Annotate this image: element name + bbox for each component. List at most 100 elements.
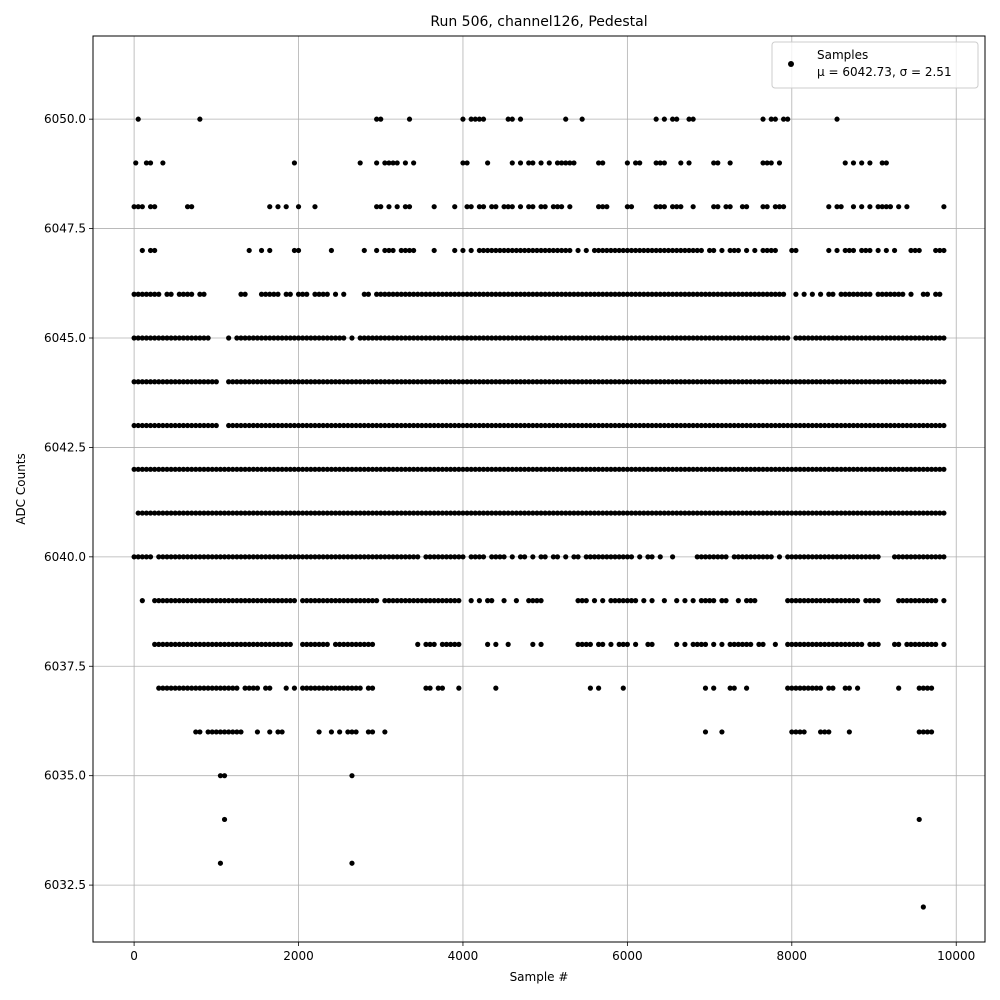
data-point xyxy=(859,554,865,560)
data-point xyxy=(637,510,643,516)
data-point xyxy=(517,379,524,385)
data-point xyxy=(743,641,750,647)
data-point xyxy=(591,466,598,472)
data-point xyxy=(205,685,211,691)
data-point xyxy=(509,247,515,254)
data-point xyxy=(423,466,429,472)
data-point xyxy=(900,510,906,516)
data-point xyxy=(300,641,306,647)
data-point xyxy=(180,510,187,516)
data-point xyxy=(221,510,228,516)
data-point xyxy=(780,379,787,385)
data-point xyxy=(706,510,713,516)
data-point xyxy=(382,554,388,560)
data-point xyxy=(530,641,536,647)
data-point xyxy=(538,510,544,516)
data-point xyxy=(439,291,446,297)
data-point xyxy=(349,598,355,604)
data-point xyxy=(637,160,643,166)
data-point xyxy=(464,335,470,341)
data-point xyxy=(419,422,425,429)
data-point xyxy=(279,554,285,560)
data-point xyxy=(201,641,207,647)
data-point xyxy=(727,204,733,210)
data-point xyxy=(604,422,610,429)
data-point xyxy=(213,466,219,472)
data-point xyxy=(653,160,659,166)
data-point xyxy=(575,466,581,472)
data-point xyxy=(826,729,832,735)
data-point xyxy=(669,204,676,210)
data-point xyxy=(411,554,417,560)
data-point xyxy=(263,466,269,472)
data-point xyxy=(513,466,519,472)
data-point xyxy=(756,335,762,341)
data-point xyxy=(813,510,820,516)
data-point xyxy=(702,422,709,429)
data-point xyxy=(485,335,491,341)
data-point xyxy=(768,160,774,166)
data-point xyxy=(147,466,154,472)
data-point xyxy=(205,554,211,560)
data-point xyxy=(867,466,873,472)
data-point xyxy=(406,466,413,472)
data-point xyxy=(793,598,799,604)
data-point xyxy=(526,510,532,516)
data-point xyxy=(748,335,754,341)
data-point xyxy=(493,247,499,254)
data-point xyxy=(596,160,602,166)
data-point xyxy=(234,554,240,560)
y-tick-label: 6037.5 xyxy=(44,659,86,673)
data-point xyxy=(694,247,700,254)
data-point xyxy=(674,510,680,516)
data-point xyxy=(838,598,844,604)
data-point xyxy=(369,554,376,560)
data-point xyxy=(912,641,918,647)
data-point xyxy=(900,422,906,429)
data-point xyxy=(300,554,306,560)
data-point xyxy=(275,335,281,341)
data-point xyxy=(632,598,639,604)
data-point xyxy=(341,554,347,560)
x-axis-ticks: 0 2000 4000 6000 8000 10000 xyxy=(130,942,975,963)
data-point xyxy=(600,247,606,254)
data-point xyxy=(608,466,614,472)
data-point xyxy=(365,422,372,429)
data-point xyxy=(287,379,293,385)
data-point xyxy=(283,379,289,385)
data-point xyxy=(382,466,388,472)
data-point xyxy=(152,510,158,516)
data-point xyxy=(435,554,441,560)
data-point xyxy=(797,379,803,385)
data-point xyxy=(608,247,614,254)
data-point xyxy=(369,422,376,429)
data-point xyxy=(193,554,199,560)
data-point xyxy=(316,335,322,341)
data-point xyxy=(258,335,265,341)
data-point xyxy=(452,335,458,341)
data-point xyxy=(822,379,828,385)
data-point xyxy=(250,379,256,385)
data-point xyxy=(172,466,178,472)
data-point xyxy=(538,335,544,341)
data-point xyxy=(628,335,635,341)
data-point xyxy=(374,247,380,254)
data-point xyxy=(743,510,750,516)
data-point xyxy=(291,685,298,691)
data-point xyxy=(226,335,232,341)
data-point xyxy=(258,466,265,472)
data-point xyxy=(160,510,166,516)
data-point xyxy=(641,335,647,341)
data-point xyxy=(435,335,441,341)
data-point xyxy=(402,204,409,210)
y-axis-ticks: 6032.56035.06037.56040.06042.56045.06047… xyxy=(44,112,93,892)
data-point xyxy=(735,247,741,254)
data-point xyxy=(727,160,733,166)
data-point xyxy=(230,554,236,560)
data-point xyxy=(312,204,318,210)
data-point xyxy=(900,291,906,297)
data-point xyxy=(472,466,478,472)
data-point xyxy=(933,598,939,604)
data-point xyxy=(785,466,791,472)
data-point xyxy=(706,379,713,385)
